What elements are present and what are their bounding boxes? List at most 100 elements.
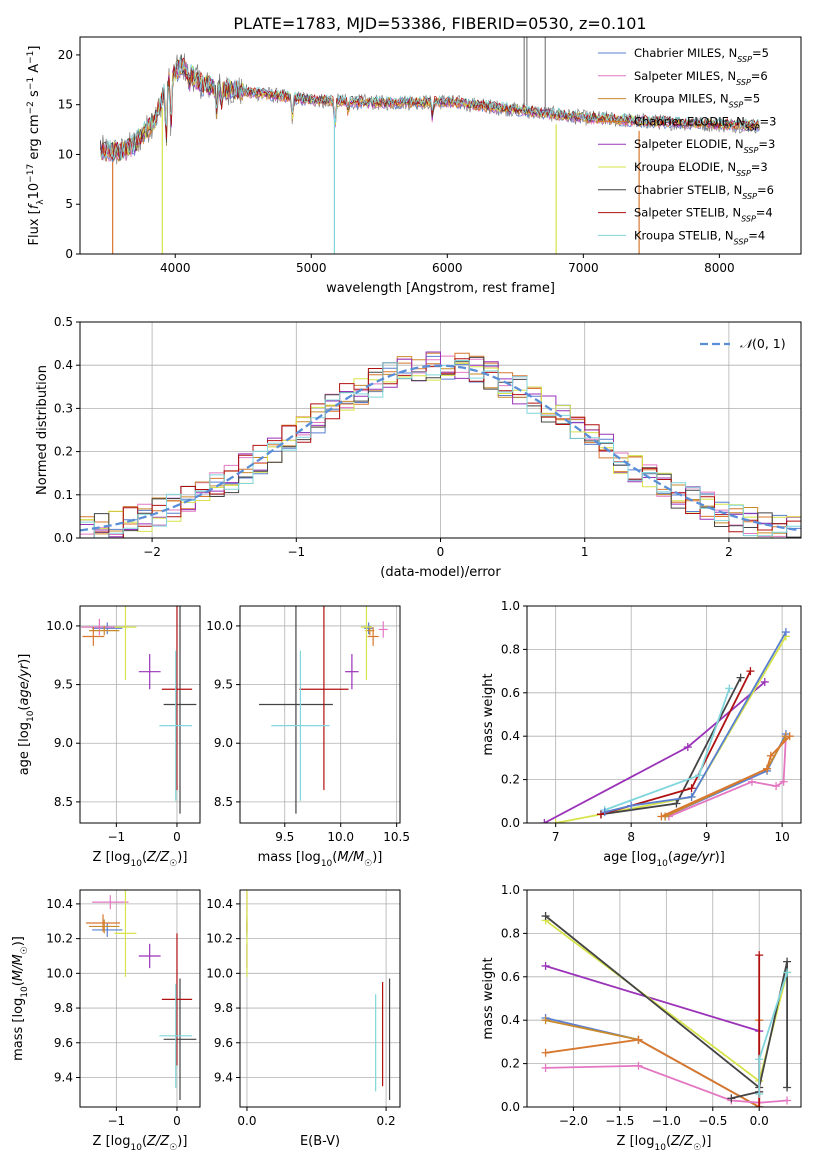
errorbar-point [138, 943, 161, 969]
mass-weight-marker [600, 808, 609, 817]
mass-weight-marker [766, 751, 775, 760]
spectrum-ytick-label: 5 [65, 197, 73, 211]
age_vs_Z-xtick-label: −1 [108, 830, 126, 844]
mass_vs_EBV-ytick-label: 9.6 [214, 1036, 233, 1050]
age_vs_Z-panel: −1 0 8.5 9.0 9.5 10.0 Z [log10(Z/Z☉)] age [log1… [17, 605, 201, 869]
spectrum-ytick-label: 15 [58, 98, 73, 112]
mass-weight-marker [783, 968, 792, 977]
errorbar-point [378, 621, 388, 638]
mass-weight-marker [779, 777, 788, 786]
age_vs_mass-plot-area [259, 606, 388, 814]
errorbar-point [89, 625, 120, 636]
mass_weight_vs_age-ytick-label: 0.4 [501, 729, 520, 743]
age_vs_Z-plot-area [81, 606, 197, 814]
mass_vs_EBV-grid [240, 890, 400, 1107]
errorbar-point [89, 919, 120, 934]
age_vs_mass-ytick-label: 10.0 [206, 619, 233, 633]
age_vs_mass-panel: 9.5 10.0 10.5 8.5 9.0 9.5 10.0 mass [log10(M/M☉… [206, 605, 410, 869]
mass_weight_vs_age-ytick-label: 0.0 [501, 816, 520, 830]
residuals-ytick-label: 0.5 [54, 315, 73, 329]
legend-entry: Salpeter ELODIE, NSSP=3 [634, 137, 775, 155]
errorbar-point [81, 618, 118, 636]
spectrum-xtick-label: 4000 [160, 261, 191, 275]
age_vs_mass-xtick-label: 10.5 [383, 830, 410, 844]
errorbar-point [367, 627, 379, 646]
age_vs_Z-xtick-label: 0 [173, 830, 181, 844]
mass-weight-marker [540, 819, 549, 823]
age_vs_Z-ytick-label: 8.5 [54, 795, 73, 809]
residuals-ytick-label: 0.1 [54, 488, 73, 502]
errorbar-point [364, 622, 374, 635]
residuals-xtick-label: 0 [437, 545, 445, 559]
mass_vs_Z-ytick-label: 10.4 [46, 897, 73, 911]
mass_weight_vs_Z-xtick-label: −1.5 [605, 1114, 634, 1128]
mass_vs_EBV-panel: 0.0 0.2 9.4 9.6 9.8 10.0 10.2 10.4 E(B-V) [206, 889, 401, 1149]
mass-weight-marker [755, 1103, 764, 1107]
legend-entry: 𝒩(0, 1) [740, 336, 786, 351]
mass-weight-marker [755, 1089, 764, 1098]
spectrum-ytick-label: 10 [58, 147, 73, 161]
errorbar-point [138, 654, 161, 690]
mass-weight-marker [687, 784, 696, 793]
age_vs_mass-ytick-label: 9.0 [214, 736, 233, 750]
mass-weight-marker [760, 677, 769, 686]
mass-weight-series [755, 968, 792, 1098]
mass_weight_vs_Z-ytick-label: 0.4 [501, 1013, 520, 1027]
axis-label: mass [log10(M/M☉)] [11, 936, 30, 1061]
mass-weight-marker [683, 743, 692, 752]
mass-weight-marker [634, 1061, 643, 1070]
errorbar-point [271, 650, 330, 801]
mass-weight-marker [541, 1063, 550, 1072]
mass-weight-marker [781, 628, 790, 637]
residuals-xtick-label: −1 [287, 545, 305, 559]
axis-label: age [log10(age/yr)] [603, 850, 725, 869]
residuals-xtick-label: −2 [143, 545, 161, 559]
errorbar-point [299, 606, 349, 791]
residuals-ytick-label: 0.2 [54, 445, 73, 459]
errorbar-point [345, 654, 359, 690]
spectrum-xtick-label: 5000 [296, 261, 327, 275]
errorbar-point [161, 606, 193, 791]
mass_weight_vs_age-ytick-label: 0.2 [501, 773, 520, 787]
mass_weight_vs_Z-ytick-label: 0.8 [501, 926, 520, 940]
mass_weight_vs_age-ytick-label: 0.6 [501, 686, 520, 700]
spectrum-xtick-label: 8000 [704, 261, 735, 275]
mass_vs_EBV-frame [239, 889, 401, 1108]
mass_weight_vs_age-ytick-label: 0.8 [501, 642, 520, 656]
errorbar-point [360, 606, 373, 680]
mass-weight-marker [672, 799, 681, 808]
mass_weight_vs_Z-plot-area [541, 912, 792, 1107]
legend-entry: Salpeter STELIB, NSSP=4 [634, 206, 773, 224]
residuals-xtick-label: 1 [581, 545, 589, 559]
mass_weight_vs_age-xtick-label: 9 [703, 830, 711, 844]
age_vs_Z-ytick-label: 9.5 [54, 678, 73, 692]
legend-entry: Chabrier STELIB, NSSP=6 [634, 183, 774, 201]
residuals-ytick-label: 0.4 [54, 358, 73, 372]
age_vs_mass-frame [239, 605, 401, 824]
axis-label: Z [log10(Z/Z☉)] [93, 850, 188, 869]
mass_vs_Z-panel: −1 0 9.4 9.6 9.8 10.0 10.2 10.4 Z [log10(Z/Z☉)] m… [11, 889, 201, 1153]
mass-weight-marker [541, 1016, 550, 1025]
spectrum-xtick-label: 6000 [432, 261, 463, 275]
residual-legend: 𝒩(0, 1) [700, 336, 786, 351]
mass-weight-marker [634, 1035, 643, 1044]
mass_vs_EBV-ytick-label: 9.4 [214, 1070, 233, 1084]
residual-histogram [80, 360, 801, 538]
axis-label: mass [log10(M/M☉)] [258, 850, 383, 869]
mass-weight-marker [763, 764, 772, 773]
mass-weight-marker [755, 951, 764, 960]
legend-entry: Kroupa MILES, NSSP=5 [634, 92, 760, 110]
mass-weight-marker [785, 732, 794, 741]
mass_weight_vs_Z-panel: −2.0 −1.5 −1.0 −0.5 0.0 0.0 0.2 0.4 0.6 0.8 1.0 Z [… [481, 883, 802, 1153]
age_vs_mass-ytick-label: 8.5 [214, 795, 233, 809]
residuals-ytick-label: 0.3 [54, 401, 73, 415]
mass_vs_EBV-ytick-label: 9.8 [214, 1001, 233, 1015]
spectrum-ytick-label: 20 [58, 48, 73, 62]
mass_weight_vs_age-xtick-label: 8 [627, 830, 635, 844]
mass_vs_Z-ytick-label: 9.6 [54, 1036, 73, 1050]
mass_vs_Z-ytick-label: 9.4 [54, 1070, 73, 1084]
residuals-plot-area [80, 351, 801, 538]
spectrum-xtick-label: 7000 [568, 261, 599, 275]
legend-entry: Kroupa STELIB, NSSP=4 [634, 228, 765, 246]
axis-label: E(B-V) [300, 1134, 340, 1149]
